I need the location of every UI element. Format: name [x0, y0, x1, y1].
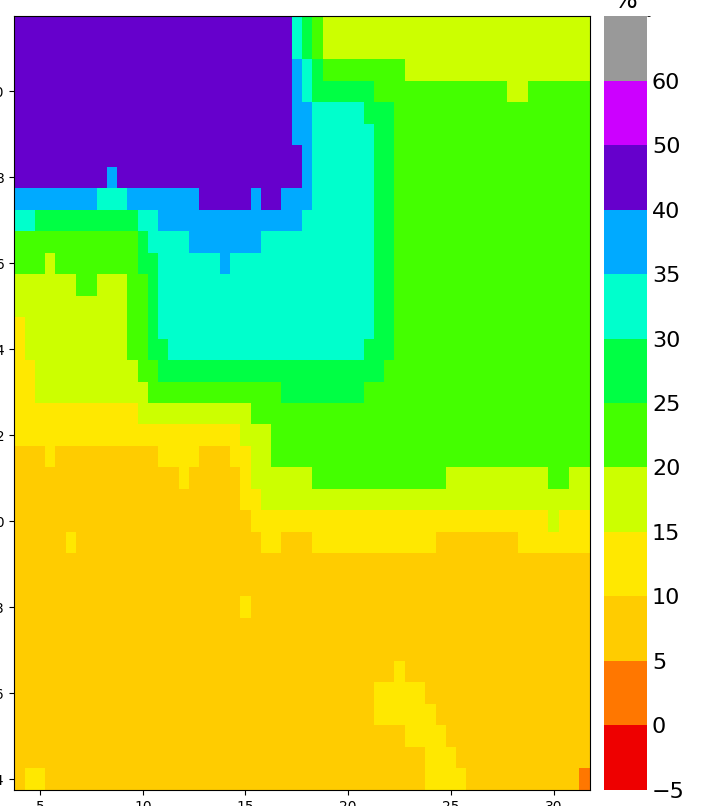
Title: %: % — [613, 0, 638, 13]
